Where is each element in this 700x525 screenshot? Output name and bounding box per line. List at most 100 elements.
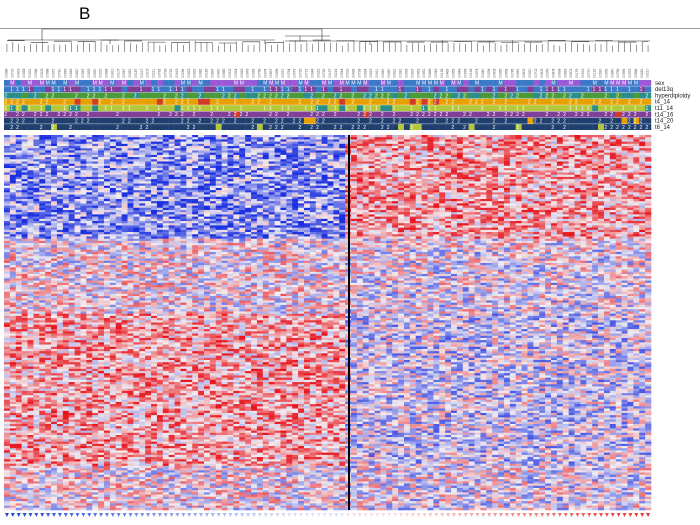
- heatmap-cell: [145, 170, 151, 173]
- heatmap-cell: [10, 195, 16, 198]
- track-cell-glyph: 2: [16, 100, 19, 106]
- heatmap-cell: [180, 137, 186, 140]
- heatmap-cell: [116, 188, 122, 191]
- heatmap-cell: [10, 161, 16, 164]
- heatmap-cell: [169, 148, 175, 151]
- heatmap-cell: [116, 153, 122, 156]
- track-cell-glyph: 1: [628, 87, 631, 93]
- heatmap-cell: [86, 203, 92, 206]
- heatmap-cell: [492, 195, 498, 198]
- heatmap-cell: [28, 184, 34, 187]
- track-cell-glyph: 2: [181, 93, 184, 99]
- heatmap-cell: [228, 177, 234, 180]
- track-cell-glyph: 2: [316, 112, 319, 118]
- heatmap-cell: [16, 144, 22, 147]
- heatmap-cell: [228, 166, 234, 169]
- heatmap-cell: [633, 195, 639, 198]
- heatmap-cell: [427, 173, 433, 176]
- heatmap-cell: [204, 197, 210, 200]
- heatmap-cell: [445, 199, 451, 202]
- track-cell: [304, 112, 310, 118]
- sample-id-label: 00939: [404, 68, 408, 78]
- heatmap-cell: [186, 170, 192, 173]
- heatmap-cell: [104, 184, 110, 187]
- track-cell-glyph: 2: [298, 119, 301, 125]
- heatmap-cell: [639, 155, 645, 158]
- heatmap-cell: [339, 135, 345, 138]
- track-cell: [469, 118, 475, 124]
- heatmap-cell: [645, 188, 651, 191]
- track-cell: [533, 86, 539, 92]
- heatmap-cell: [498, 184, 504, 187]
- heatmap-cell: [151, 170, 157, 173]
- heatmap-cell: [304, 179, 310, 182]
- heatmap-cell: [275, 150, 281, 153]
- heatmap-cell: [433, 195, 439, 198]
- heatmap-cell: [145, 179, 151, 182]
- track-cell: [133, 86, 139, 92]
- track-cell-glyph: 1: [104, 106, 107, 112]
- track-cell-glyph: M: [569, 81, 573, 87]
- heatmap-cell: [433, 188, 439, 191]
- heatmap-cell: [533, 168, 539, 171]
- heatmap-cell: [492, 155, 498, 158]
- heatmap-cell: [298, 197, 304, 200]
- heatmap-cell: [245, 181, 251, 184]
- track-cell: [233, 86, 239, 92]
- heatmap-cell: [28, 155, 34, 158]
- track-cell: [169, 105, 175, 111]
- track-cell-glyph: 2: [628, 125, 631, 131]
- heatmap-cell: [228, 170, 234, 173]
- heatmap-cell: [280, 184, 286, 187]
- track-cell: [4, 80, 10, 86]
- heatmap-cell: [498, 144, 504, 147]
- heatmap-cell: [80, 197, 86, 200]
- heatmap-cell: [592, 155, 598, 158]
- heatmap-cell: [351, 168, 357, 171]
- heatmap-cell: [145, 161, 151, 164]
- heatmap-cell: [204, 135, 210, 138]
- heatmap-cell: [357, 188, 363, 191]
- heatmap-cell: [439, 161, 445, 164]
- heatmap-cell: [569, 161, 575, 164]
- heatmap-cell: [592, 168, 598, 171]
- heatmap-cell: [333, 159, 339, 162]
- track-cell-glyph: 2: [116, 112, 119, 118]
- heatmap-cell: [392, 155, 398, 158]
- heatmap-cell: [380, 197, 386, 200]
- heatmap-cell: [122, 148, 128, 151]
- track-cell-glyph: 2: [122, 100, 125, 106]
- track-cell-glyph: 2: [334, 112, 337, 118]
- heatmap-cell: [169, 188, 175, 191]
- heatmap-cell: [16, 146, 22, 149]
- heatmap-cell: [233, 184, 239, 187]
- heatmap-cell: [133, 135, 139, 138]
- heatmap-cell: [451, 137, 457, 140]
- heatmap-cell: [22, 155, 28, 158]
- heatmap-cell: [322, 201, 328, 204]
- heatmap-cell: [169, 199, 175, 202]
- heatmap-cell: [339, 195, 345, 198]
- heatmap-cell: [292, 201, 298, 204]
- heatmap-cell: [186, 197, 192, 200]
- heatmap-cell: [122, 170, 128, 173]
- heatmap-cell: [557, 153, 563, 156]
- heatmap-cell: [16, 190, 22, 193]
- heatmap-cell: [475, 168, 481, 171]
- track-cell-glyph: 2: [557, 112, 560, 118]
- heatmap-cell: [310, 170, 316, 173]
- heatmap-cell: [504, 168, 510, 171]
- heatmap-cell: [545, 190, 551, 193]
- track-cell: [451, 86, 457, 92]
- heatmap-cell: [357, 159, 363, 162]
- heatmap-cell: [57, 142, 63, 145]
- track-cell: [192, 80, 198, 86]
- heatmap-cell: [463, 148, 469, 151]
- heatmap-cell: [416, 175, 422, 178]
- heatmap-cell: [410, 179, 416, 182]
- track-cell: [298, 112, 304, 118]
- track-cell-glyph: M: [46, 81, 50, 87]
- heatmap-cell: [163, 199, 169, 202]
- track-cell-glyph: 2: [457, 93, 460, 99]
- heatmap-cell: [69, 137, 75, 140]
